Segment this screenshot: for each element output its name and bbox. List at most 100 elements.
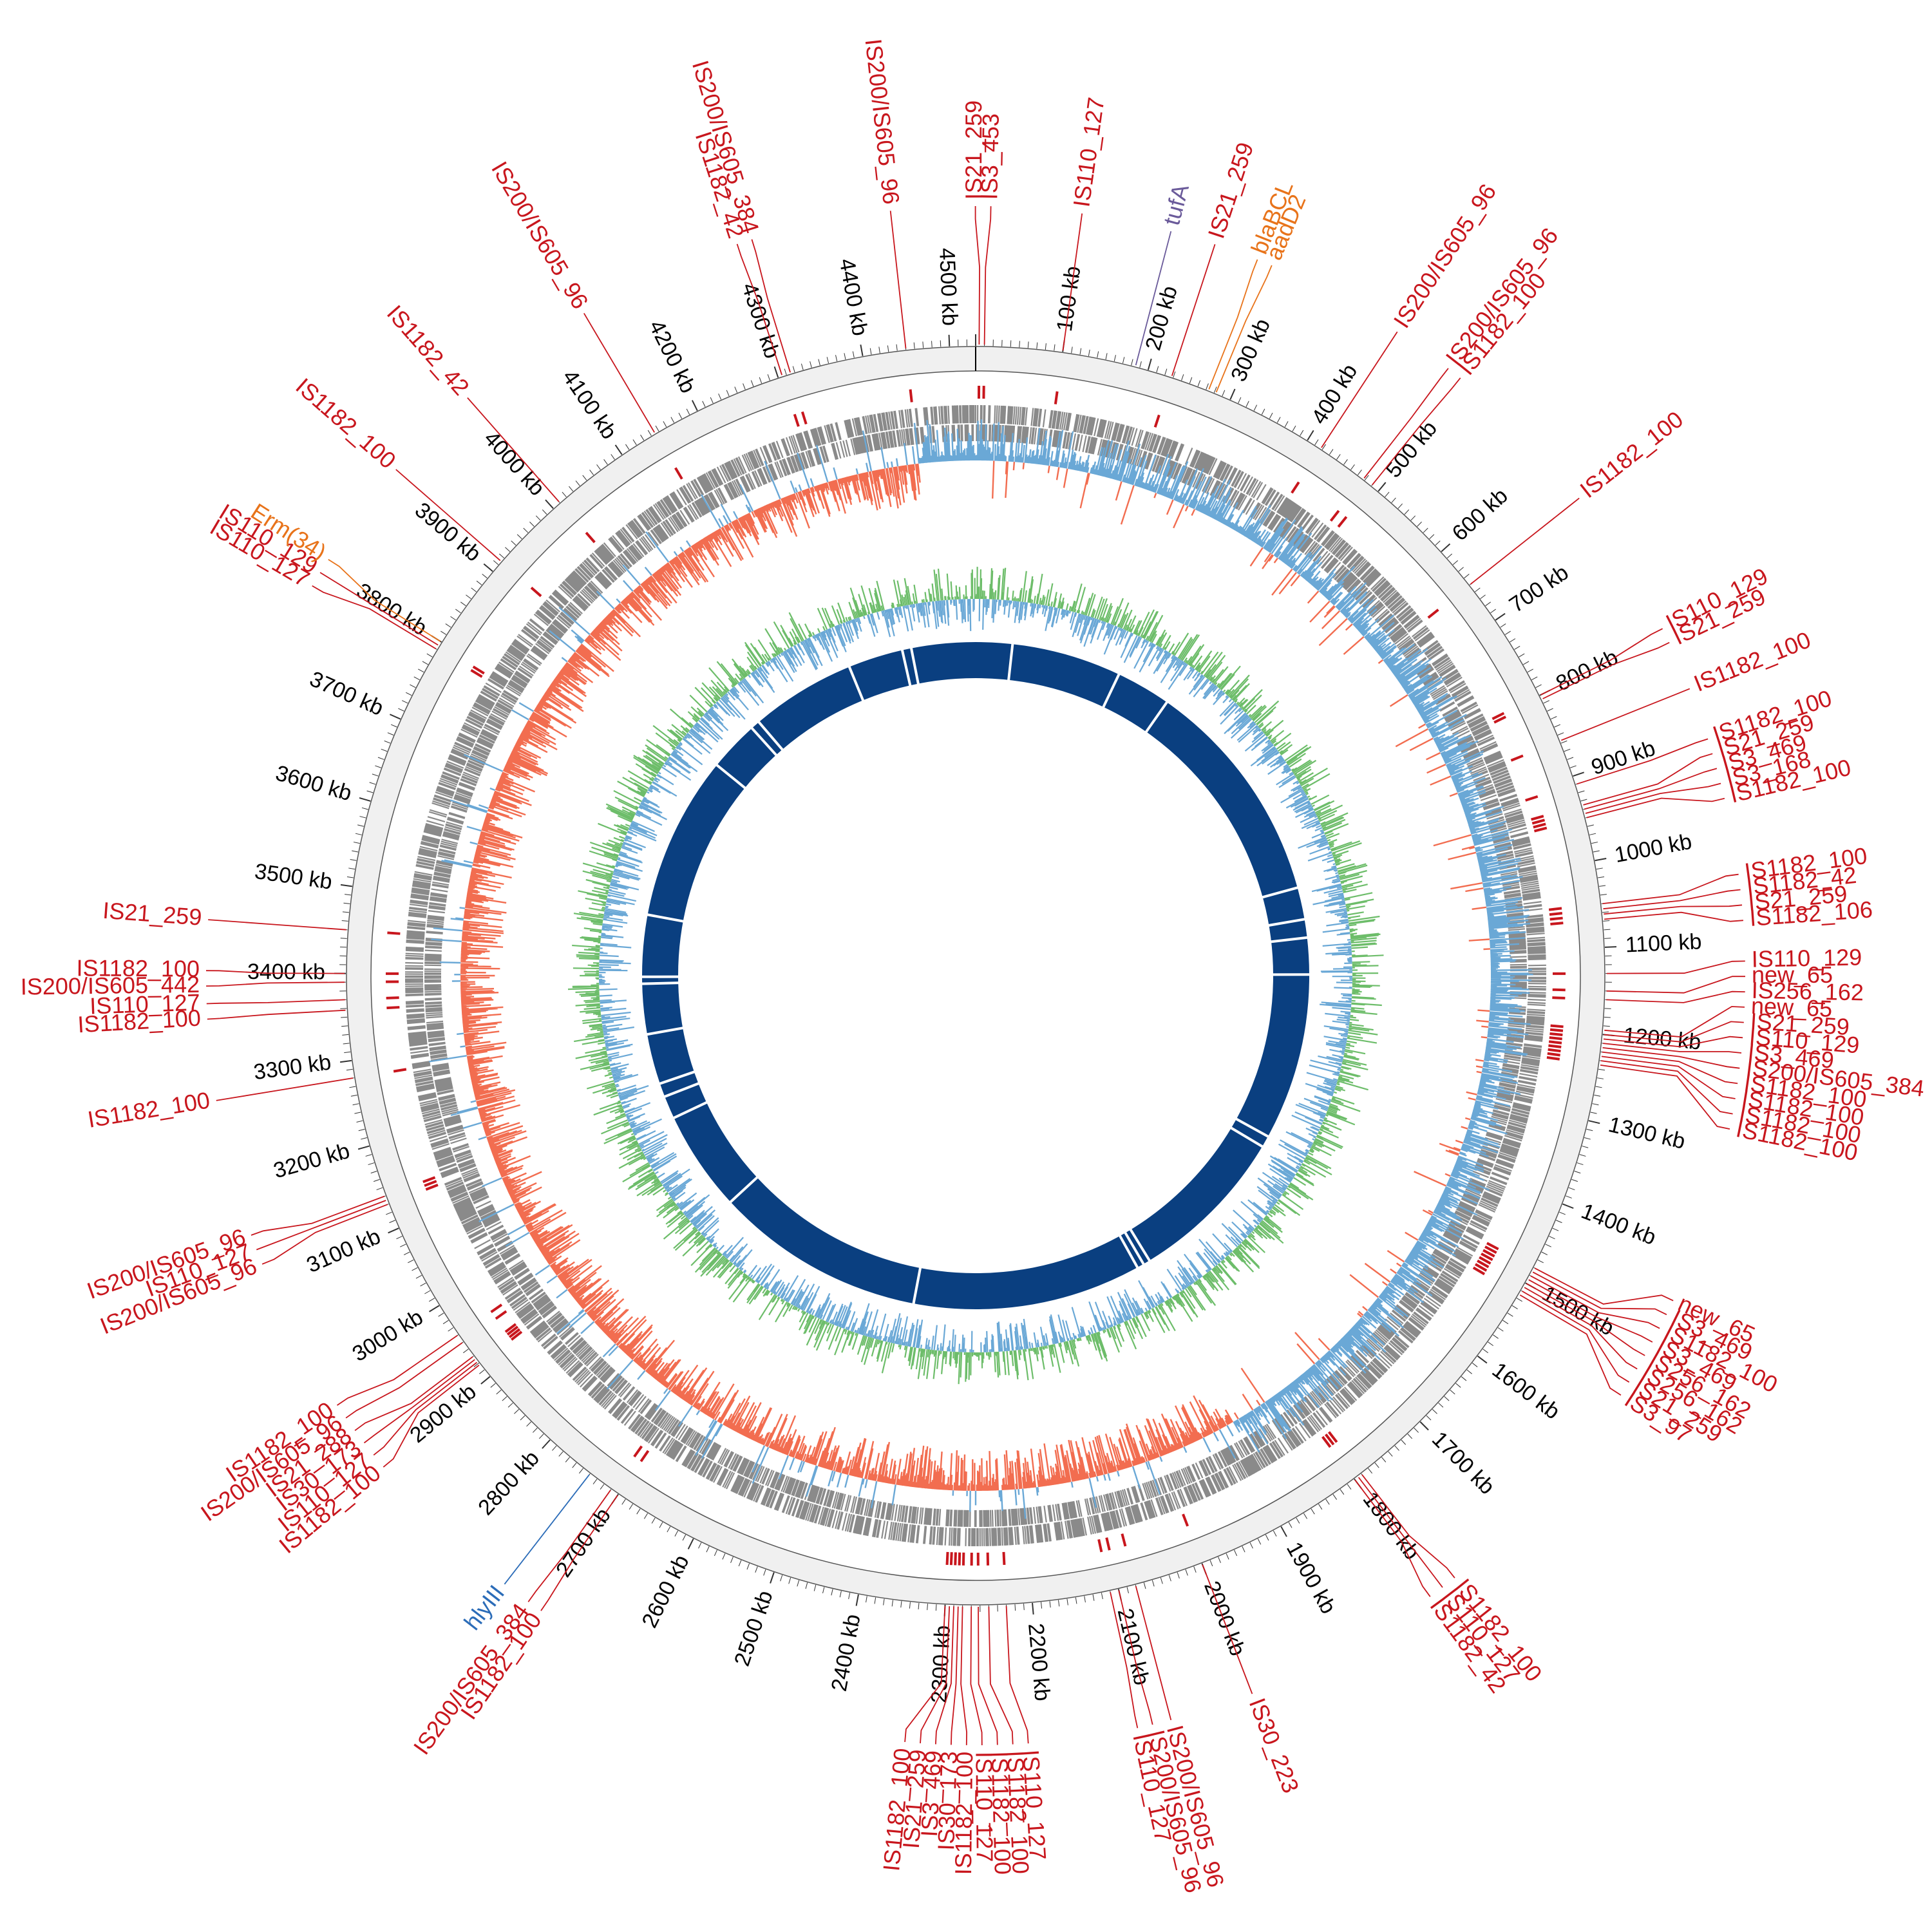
is-element-mark: [945, 1551, 949, 1566]
is-element-mark: [504, 1323, 517, 1333]
minor-tick: [1461, 1376, 1467, 1381]
minor-tick: [659, 1522, 663, 1528]
minor-tick: [1336, 454, 1341, 460]
annotation-leader-line: [1584, 768, 1718, 810]
minor-tick: [1604, 1016, 1611, 1018]
minor-tick: [569, 486, 574, 492]
minor-tick: [651, 1517, 656, 1524]
is-element-mark: [1482, 1249, 1495, 1258]
kb-tick-label: 2600 kb: [637, 1551, 694, 1632]
minor-tick: [1249, 1542, 1253, 1549]
minor-tick: [401, 700, 408, 704]
annotation-leader-line: [1604, 1021, 1744, 1043]
minor-tick: [1318, 1504, 1323, 1510]
is-element-mark: [495, 1310, 507, 1320]
annotation-leader-line: [1354, 1479, 1431, 1597]
minor-tick: [1560, 740, 1567, 744]
is-element-mark: [470, 668, 483, 678]
kb-tick-label: 1500 kb: [1538, 1281, 1618, 1340]
annotation-leader-line: [1601, 1056, 1736, 1099]
minor-tick: [1019, 341, 1020, 348]
kb-tick-label: 200 kb: [1141, 283, 1182, 354]
minor-tick: [1079, 348, 1082, 355]
annotation-leader-line: [383, 1365, 480, 1468]
major-tick: [340, 884, 353, 887]
is-element-mark: [1484, 1245, 1497, 1254]
minor-tick: [869, 348, 872, 355]
major-tick: [1441, 543, 1451, 553]
is-element-mark: [1097, 1539, 1103, 1553]
minor-tick: [1242, 1546, 1245, 1553]
kb-tick-label: 1700 kb: [1427, 1427, 1499, 1500]
annotation-leader-line: [336, 1335, 458, 1406]
minor-tick: [450, 616, 457, 621]
ruler-inner-line: [370, 370, 1581, 1581]
minor-tick: [1364, 475, 1369, 481]
minor-tick: [1550, 716, 1557, 720]
minor-tick: [611, 454, 615, 460]
minor-tick: [1557, 732, 1564, 735]
gc-content-positive: [567, 567, 1384, 1385]
is-element-mark: [425, 1184, 439, 1191]
minor-tick: [805, 1582, 808, 1589]
kb-tick-label: 400 kb: [1307, 360, 1362, 429]
kb-tick-label: 1800 kb: [1358, 1487, 1425, 1564]
annotation-leader-line: [951, 1606, 959, 1745]
minor-tick: [1014, 1604, 1016, 1611]
major-tick: [339, 1059, 352, 1063]
minor-tick: [1226, 1553, 1229, 1560]
is-element-mark: [1548, 1048, 1561, 1053]
is-element-mark: [1549, 916, 1563, 921]
annotation-leader-line: [1586, 797, 1725, 819]
minor-tick: [476, 580, 482, 585]
minor-tick: [891, 1600, 894, 1607]
minor-tick: [1438, 1403, 1444, 1408]
minor-tick: [600, 1484, 605, 1490]
annotation-label: IS110_127: [90, 989, 201, 1019]
kb-tick-label: 2800 kb: [473, 1446, 544, 1520]
minor-tick: [1276, 417, 1281, 423]
annotation-leader-line: [1604, 1006, 1745, 1038]
backbone-gap: [757, 720, 784, 752]
minor-tick: [1590, 1112, 1597, 1114]
minor-tick: [1584, 1137, 1591, 1140]
minor-tick: [743, 383, 746, 390]
minor-tick: [466, 594, 471, 600]
is-element-mark: [1493, 715, 1506, 724]
minor-tick: [1407, 1434, 1413, 1439]
minor-tick: [502, 1396, 507, 1401]
minor-tick: [678, 412, 683, 419]
major-tick: [948, 334, 951, 346]
minor-tick: [346, 876, 354, 878]
minor-tick: [357, 824, 364, 827]
backbone-gap: [1101, 672, 1121, 709]
minor-tick: [1592, 1103, 1599, 1106]
annotation-leader-line: [1602, 1051, 1738, 1084]
minor-tick: [1571, 1179, 1578, 1182]
is-element-mark: [422, 1176, 436, 1184]
minor-tick: [1580, 799, 1587, 802]
minor-tick: [667, 1526, 671, 1533]
annotation-label: IS3_453: [976, 113, 1004, 200]
annotation-label: IS21_259: [1750, 1008, 1850, 1040]
minor-tick: [1209, 1560, 1213, 1567]
minor-tick: [352, 850, 359, 853]
annotation-label: new_65: [1750, 992, 1833, 1022]
minor-tick: [636, 1508, 641, 1515]
kb-tick-label: 4000 kb: [479, 426, 549, 500]
minor-tick: [1265, 1534, 1269, 1541]
annotation-leader-line: [1526, 1283, 1645, 1356]
minor-tick: [1458, 567, 1464, 572]
kb-tick-label: 3000 kb: [348, 1305, 428, 1367]
is-element-mark: [1550, 922, 1564, 925]
minor-tick: [839, 1591, 842, 1598]
minor-tick: [1368, 1468, 1373, 1474]
kb-tick-label: 1400 kb: [1578, 1199, 1660, 1250]
minor-tick: [343, 1043, 350, 1045]
major-tick: [1307, 430, 1314, 441]
minor-tick: [535, 515, 541, 521]
minor-tick: [1054, 344, 1056, 351]
minor-tick: [643, 1513, 649, 1519]
minor-tick: [552, 1445, 557, 1451]
